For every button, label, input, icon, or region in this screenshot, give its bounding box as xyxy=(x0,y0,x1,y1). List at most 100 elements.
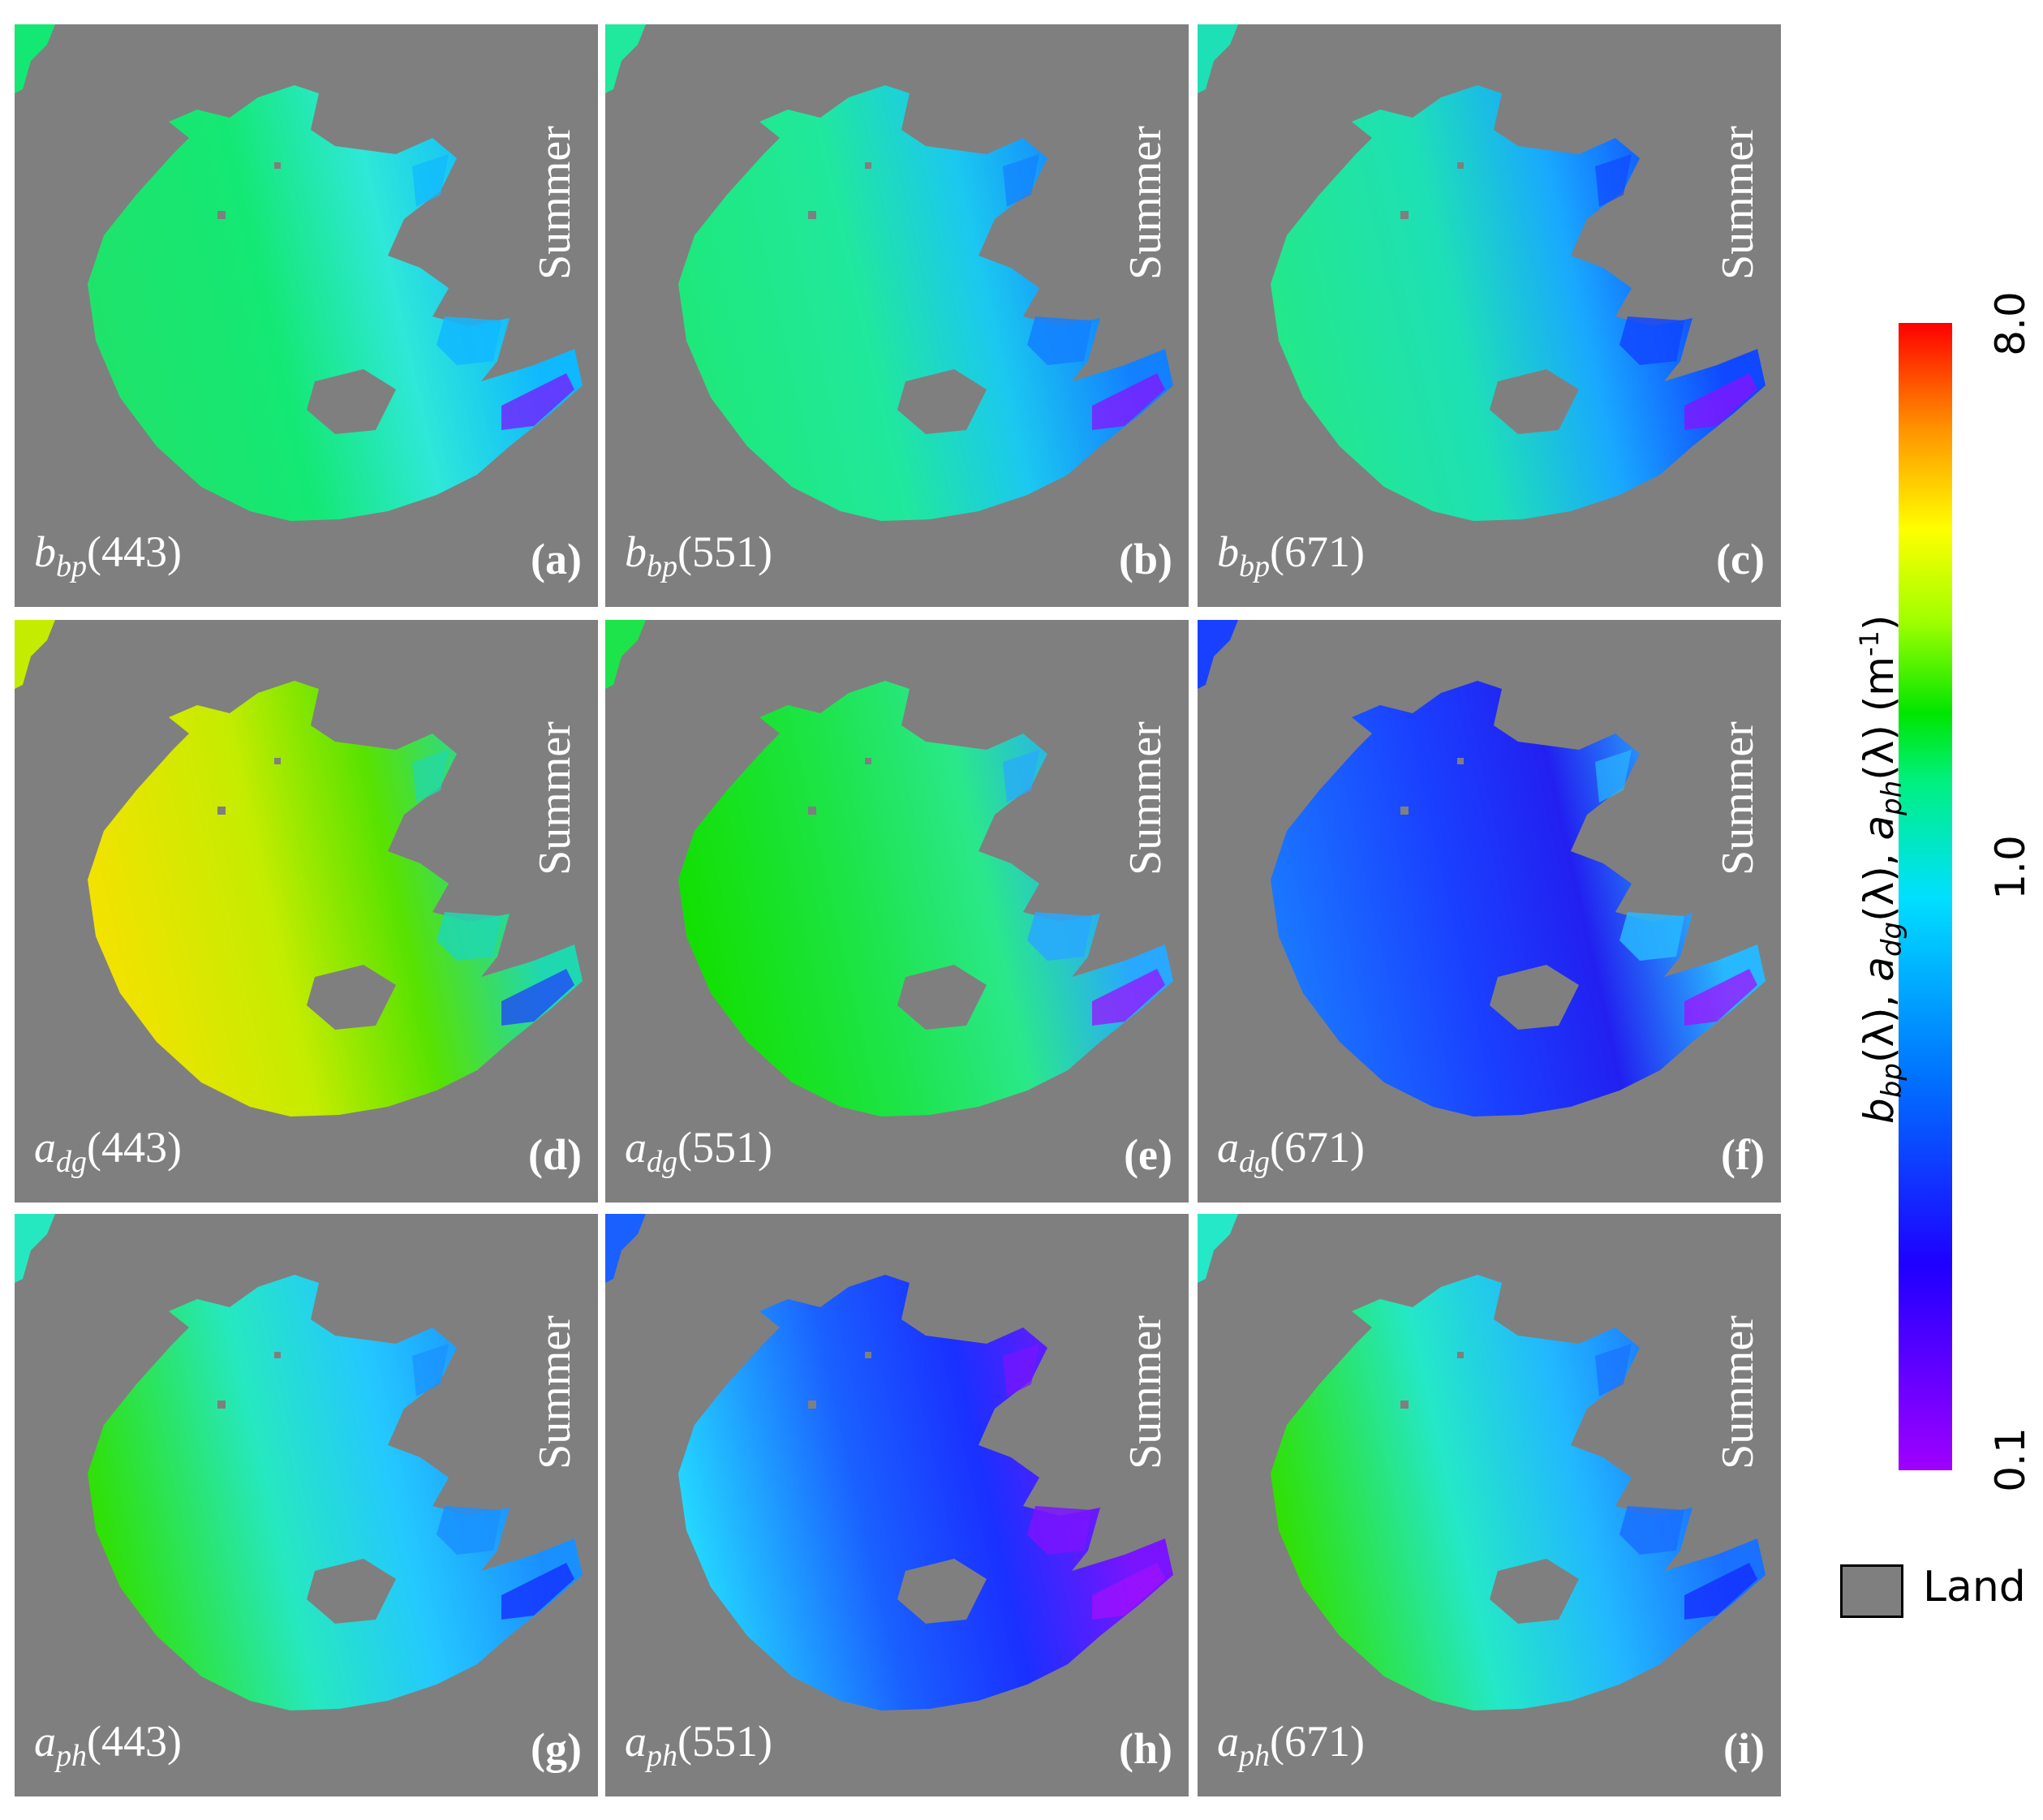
pixel-gap xyxy=(808,211,816,219)
corner-water xyxy=(1198,1214,1238,1283)
lake-bay-northeast xyxy=(1595,750,1632,802)
pixel-gap xyxy=(808,807,816,815)
panel-letter: (h) xyxy=(1119,1724,1172,1773)
lake-water xyxy=(1271,85,1766,521)
island xyxy=(897,965,987,1030)
lake-bay-east xyxy=(1619,912,1684,961)
lake-bay-northeast xyxy=(412,1344,449,1396)
map-panel: Summer bbp(671) (c) xyxy=(1198,24,1781,607)
lake-bay-northeast xyxy=(1595,154,1632,207)
pixel-gap xyxy=(217,807,226,815)
corner-water xyxy=(15,620,55,689)
colorbar-tick-max: 8.0 xyxy=(1987,291,2034,356)
panel-letter: (f) xyxy=(1721,1130,1765,1179)
land-legend-label: Land xyxy=(1923,1563,2026,1611)
corner-water xyxy=(605,620,646,689)
lake-bay-northeast xyxy=(1003,1344,1039,1396)
pixel-gap xyxy=(217,1400,226,1409)
panel-variable-label: bbp(551) xyxy=(625,527,772,583)
lake-inlet-southeast xyxy=(501,373,574,430)
corner-water xyxy=(15,1214,55,1283)
pixel-gap xyxy=(1457,1352,1464,1358)
lake-bay-northeast xyxy=(1595,1344,1632,1396)
colorbar xyxy=(1899,323,1952,1470)
panel-variable-label: aph(671) xyxy=(1217,1717,1365,1773)
corner-water xyxy=(605,24,646,93)
panel-variable-label: adg(551) xyxy=(625,1123,772,1179)
lake-inlet-southeast xyxy=(1092,1563,1165,1620)
lake-water xyxy=(1271,1275,1766,1710)
lake-water xyxy=(1271,681,1766,1117)
island xyxy=(897,1559,987,1624)
lake-map xyxy=(15,620,583,1117)
season-label: Summer xyxy=(1713,1315,1764,1469)
lake-map xyxy=(15,1214,583,1710)
lake-inlet-southeast xyxy=(1684,373,1757,430)
lake-bay-northeast xyxy=(412,750,449,802)
panel-variable-label: adg(443) xyxy=(34,1123,182,1179)
panel-variable-label: aph(551) xyxy=(625,1717,772,1773)
lake-bay-east xyxy=(1027,1506,1092,1555)
season-label: Summer xyxy=(530,721,581,876)
colorbar-tick-mid: 1.0 xyxy=(1987,835,2034,900)
lake-bay-east xyxy=(1619,316,1684,365)
season-label: Summer xyxy=(530,126,581,280)
island xyxy=(897,369,987,434)
island xyxy=(1490,1559,1579,1624)
season-label: Summer xyxy=(530,1315,581,1469)
colorbar-tick-min: 0.1 xyxy=(1987,1427,2034,1492)
island xyxy=(307,369,396,434)
pixel-gap xyxy=(808,1400,816,1409)
lake-bay-northeast xyxy=(1003,750,1039,802)
map-panel: Summer aph(671) (i) xyxy=(1198,1214,1781,1796)
lake-bay-east xyxy=(1027,912,1092,961)
lake-inlet-southeast xyxy=(501,969,574,1026)
island xyxy=(1490,369,1579,434)
pixel-gap xyxy=(274,1352,281,1358)
corner-water xyxy=(15,24,55,93)
map-panel: Summer bbp(443) (a) xyxy=(15,24,598,607)
pixel-gap xyxy=(274,162,281,169)
panel-variable-label: aph(443) xyxy=(34,1717,182,1773)
panel-letter: (d) xyxy=(528,1130,582,1179)
panel-letter: (i) xyxy=(1723,1724,1765,1773)
panel-letter: (c) xyxy=(1716,535,1765,583)
island xyxy=(1490,965,1579,1030)
lake-inlet-southeast xyxy=(501,1563,574,1620)
map-panel: Summer bbp(551) (b) xyxy=(605,24,1189,607)
panel-letter: (b) xyxy=(1119,535,1172,583)
lake-inlet-southeast xyxy=(1684,1563,1757,1620)
map-panel: Summer adg(443) (d) xyxy=(15,620,598,1203)
lake-bay-east xyxy=(437,1506,501,1555)
colorbar-title: bbp(λ), adg(λ), aph(λ) (m-1) xyxy=(1854,614,1908,1124)
lake-map xyxy=(1198,620,1766,1117)
pixel-gap xyxy=(865,162,871,169)
lake-bay-east xyxy=(437,316,501,365)
lake-map xyxy=(1198,1214,1766,1710)
lake-inlet-southeast xyxy=(1684,969,1757,1026)
lake-water xyxy=(678,85,1173,521)
lake-bay-northeast xyxy=(1003,154,1039,207)
season-label: Summer xyxy=(1120,126,1172,280)
panel-variable-label: adg(671) xyxy=(1217,1123,1365,1179)
pixel-gap xyxy=(865,758,871,764)
map-panel: Summer aph(443) (g) xyxy=(15,1214,598,1796)
lake-bay-east xyxy=(437,912,501,961)
lake-map xyxy=(605,1214,1173,1710)
corner-water xyxy=(1198,24,1238,93)
pixel-gap xyxy=(1400,211,1409,219)
lake-map xyxy=(1198,24,1766,521)
map-panel: Summer adg(551) (e) xyxy=(605,620,1189,1203)
lake-inlet-southeast xyxy=(1092,373,1165,430)
season-label: Summer xyxy=(1713,721,1764,876)
lake-water xyxy=(88,1275,583,1710)
corner-water xyxy=(605,1214,646,1283)
lake-map xyxy=(605,24,1173,521)
panel-letter: (g) xyxy=(531,1724,582,1773)
pixel-gap xyxy=(1457,162,1464,169)
lake-water xyxy=(678,681,1173,1117)
panel-letter: (e) xyxy=(1124,1130,1172,1179)
lake-bay-east xyxy=(1619,1506,1684,1555)
lake-water xyxy=(678,1275,1173,1710)
panel-variable-label: bbp(671) xyxy=(1217,527,1365,583)
